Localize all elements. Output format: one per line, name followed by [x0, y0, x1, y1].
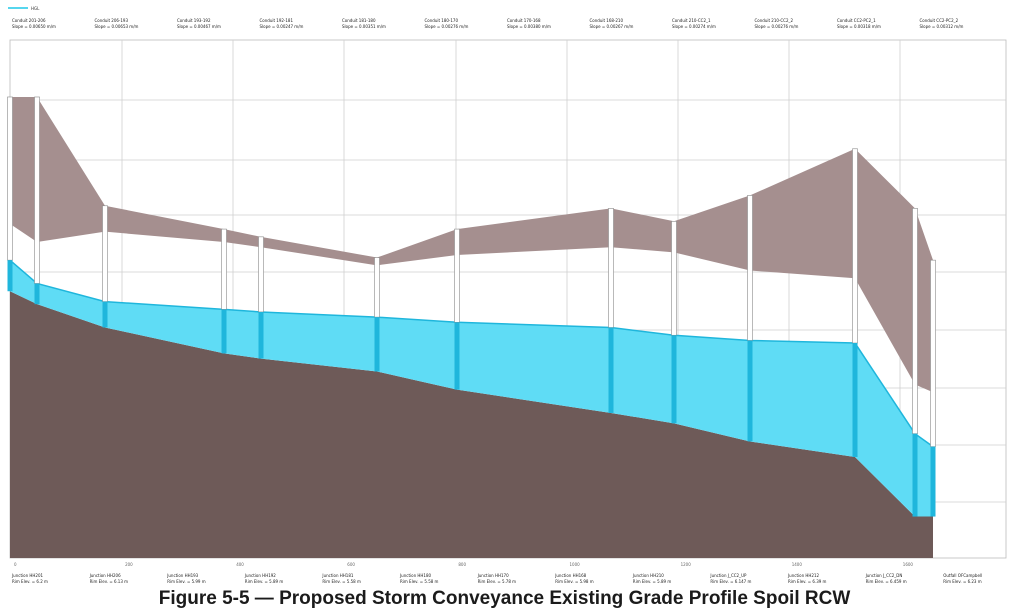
junction-rim-6: Rim Elev. = 5.78 m: [478, 579, 517, 584]
x-tick-label-6: 1200: [681, 562, 692, 567]
conduit-name-4: Conduit 181-180: [342, 18, 376, 23]
junction-rim-1: Rim Elev. = 6.13 m: [90, 579, 129, 584]
conduit-slope-3: Slope = 0.00247 m/m: [260, 24, 304, 29]
junction-rim-10: Rim Elev. = 6.39 m: [788, 579, 827, 584]
manhole-shaft-10: [852, 148, 858, 344]
manhole-structures: [7, 96, 936, 517]
junction-name-0: Junction HH201: [11, 573, 43, 578]
manhole-shaft-5: [374, 257, 380, 318]
conduit-name-0: Conduit 201-206: [12, 18, 46, 23]
water-area: [10, 260, 933, 517]
junction-rim-3: Rim Elev. = 5.89 m: [245, 579, 284, 584]
manhole-shaft-3: [221, 228, 227, 310]
x-axis-ticks: 0200400600800100012001400160018002000: [14, 562, 914, 567]
junction-rim-9: Rim Elev. = 6.147 m: [710, 579, 751, 584]
junction-name-5: Junction HH180: [399, 573, 431, 578]
manhole-shaft-4: [258, 236, 264, 313]
conduit-name-7: Conduit 168-210: [590, 18, 624, 23]
junction-name-7: Junction HH168: [554, 573, 586, 578]
manhole-water-10: [852, 343, 858, 457]
conduit-slope-6: Slope = 0.00380 m/m: [507, 24, 551, 29]
conduit-slope-0: Slope = 0.00650 m/m: [12, 24, 56, 29]
legend-hgl-label: HGL: [31, 6, 40, 11]
junction-name-11: Junction J_CC2_DN: [865, 573, 903, 578]
conduit-slope-1: Slope = 0.00653 m/m: [95, 24, 139, 29]
manhole-water-3: [221, 309, 227, 354]
manhole-shaft-9: [747, 195, 753, 341]
junction-rim-12: Rim Elev. = 6.23 m: [943, 579, 982, 584]
junction-rim-0: Rim Elev. = 6.2 m: [12, 579, 48, 584]
manhole-shaft-1: [34, 96, 40, 284]
junction-rim-8: Rim Elev. = 5.89 m: [633, 579, 672, 584]
x-tick-label-8: 1600: [903, 562, 914, 567]
junction-name-10: Junction HH212: [787, 573, 819, 578]
manhole-shaft-6: [454, 228, 460, 323]
junction-rim-4: Rim Elev. = 5.58 m: [322, 579, 361, 584]
junction-name-3: Junction HH192: [244, 573, 276, 578]
junction-name-2: Junction HH193: [166, 573, 198, 578]
x-tick-label-7: 1400: [792, 562, 803, 567]
conduit-slope-7: Slope = 0.00267 m/m: [590, 24, 634, 29]
junction-name-1: Junction HH206: [89, 573, 121, 578]
manhole-water-11: [912, 433, 918, 517]
manhole-shaft-2: [102, 205, 108, 302]
conduit-name-9: Conduit 210-CC2_2: [755, 18, 794, 23]
x-tick-label-1: 200: [125, 562, 133, 567]
conduit-slope-2: Slope = 0.00467 m/m: [177, 24, 221, 29]
conduit-name-6: Conduit 170-168: [507, 18, 541, 23]
junction-name-8: Junction HH210: [632, 573, 664, 578]
junction-name-9: Junction J_CC2_UP: [709, 573, 747, 578]
manhole-water-1: [34, 283, 40, 305]
conduit-slope-4: Slope = 0.00351 m/m: [342, 24, 386, 29]
conduit-slope-11: Slope = 0.00312 m/m: [920, 24, 964, 29]
manhole-shaft-12: [930, 259, 936, 447]
conduit-name-1: Conduit 206-193: [95, 18, 129, 23]
junction-rim-7: Rim Elev. = 5.98 m: [555, 579, 594, 584]
conduit-slope-8: Slope = 0.00274 m/m: [672, 24, 716, 29]
manhole-shaft-8: [671, 221, 677, 336]
pipe-band-area: [10, 96, 933, 393]
conduit-name-11: Conduit CC2-PC2_2: [920, 18, 959, 23]
manhole-shaft-7: [608, 208, 614, 328]
conduit-name-5: Conduit 180-170: [425, 18, 459, 23]
conduit-name-8: Conduit 210-CC2_1: [672, 18, 711, 23]
conduit-slope-9: Slope = 0.00276 m/m: [755, 24, 799, 29]
junction-rim-5: Rim Elev. = 5.58 m: [400, 579, 439, 584]
junction-name-6: Junction HH170: [477, 573, 509, 578]
manhole-water-12: [930, 446, 936, 517]
conduit-slope-5: Slope = 0.00276 m/m: [425, 24, 469, 29]
figure-caption: Figure 5-5 — Proposed Storm Conveyance E…: [158, 588, 851, 609]
manhole-water-8: [671, 335, 677, 424]
manhole-water-4: [258, 311, 264, 359]
x-tick-label-5: 1000: [570, 562, 581, 567]
x-tick-label-0: 0: [14, 562, 17, 567]
junction-rim-2: Rim Elev. = 5.99 m: [167, 579, 206, 584]
manhole-water-5: [374, 317, 380, 372]
manhole-shaft-0: [7, 96, 13, 261]
x-tick-label-4: 800: [458, 562, 466, 567]
x-tick-label-2: 400: [236, 562, 244, 567]
manhole-water-6: [454, 322, 460, 390]
manhole-water-9: [747, 340, 753, 442]
manhole-water-2: [102, 301, 108, 328]
x-tick-label-3: 600: [347, 562, 355, 567]
ground-area: [10, 291, 933, 558]
legend: HGL: [8, 6, 40, 11]
manhole-water-0: [7, 260, 13, 292]
junction-name-4: Junction HH181: [321, 573, 353, 578]
conduit-name-2: Conduit 193-192: [177, 18, 211, 23]
manhole-shaft-11: [912, 208, 918, 434]
conduit-name-3: Conduit 192-181: [260, 18, 294, 23]
manhole-water-7: [608, 327, 614, 413]
conduit-slope-10: Slope = 0.00318 m/m: [837, 24, 881, 29]
junction-rim-11: Rim Elev. = 6.459 m: [866, 579, 907, 584]
conduit-name-10: Conduit CC2-PC2_1: [837, 18, 876, 23]
junction-name-12: Outfall OFCampbell: [943, 573, 982, 578]
